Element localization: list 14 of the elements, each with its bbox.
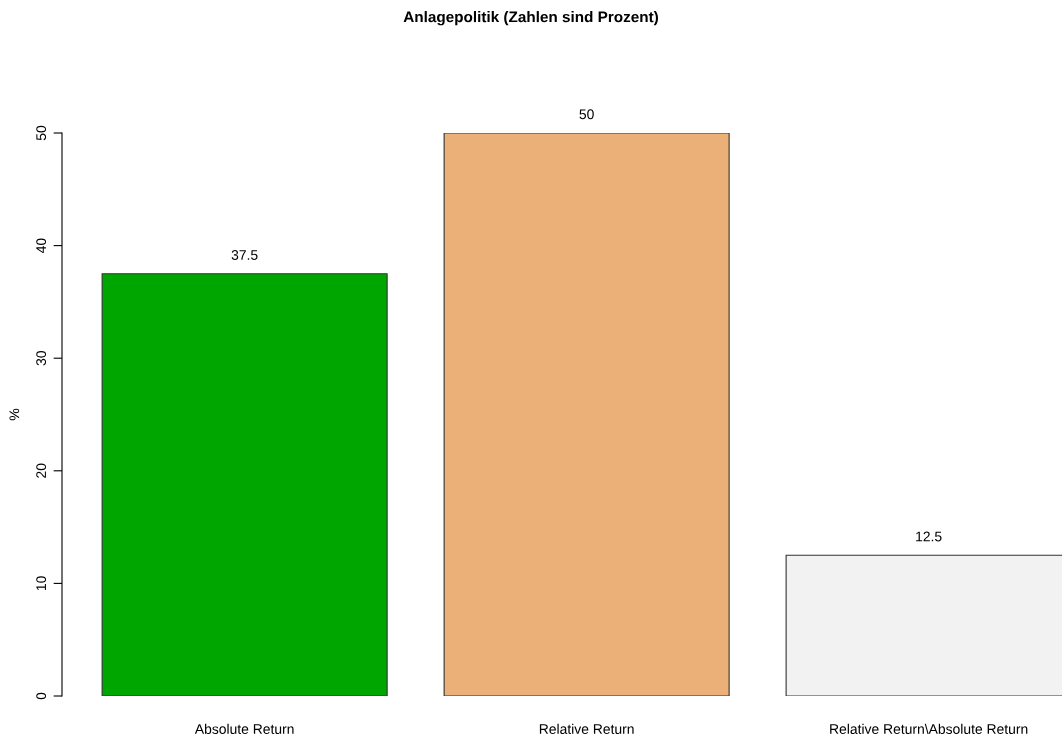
y-tick-label: 50 (36, 125, 47, 141)
data-label: 50 (579, 109, 594, 120)
y-tick-label: 10 (36, 576, 47, 591)
y-axis-title: % (9, 408, 20, 421)
x-tick-label: Relative Return\Absolute Return (830, 723, 1028, 734)
data-label: 37.5 (231, 250, 258, 260)
y-tick-label: 20 (36, 463, 47, 478)
y-tick-label: 0 (36, 692, 47, 700)
chart-title: Anlagepolitik (Zahlen sind Prozent) (403, 11, 658, 26)
y-tick-label: 40 (36, 238, 47, 253)
data-label: 12.5 (916, 531, 942, 542)
x-tick-label: Relative Return (539, 723, 634, 734)
x-tick-label: Absolute Return (194, 723, 294, 734)
y-tick-label: 30 (36, 351, 47, 366)
